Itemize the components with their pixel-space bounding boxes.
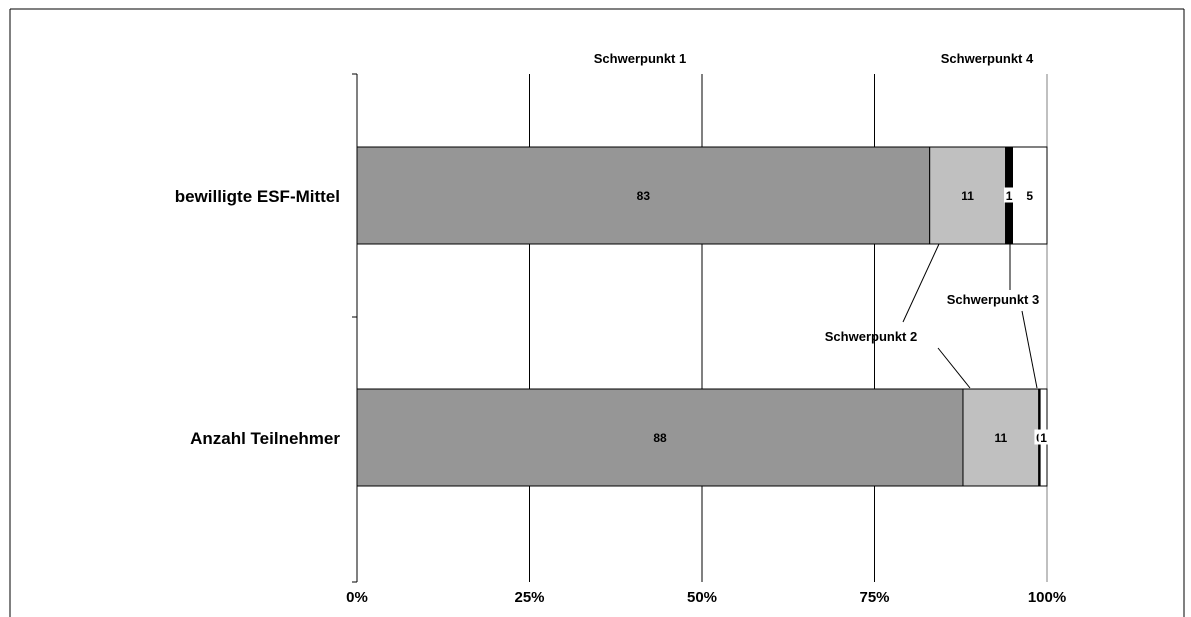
bars (356, 146, 1048, 487)
callout-schwerpunkt-4: Schwerpunkt 4 (941, 51, 1034, 66)
axes: 0% 25% 50% 75% 100% (346, 73, 1066, 606)
data-label-bg (1038, 429, 1049, 445)
leader-line-schwerpunkt-2-top (902, 243, 940, 323)
bar-segment (1012, 146, 1048, 245)
x-tick-label: 75% (859, 589, 889, 606)
callout-schwerpunkt-1: Schwerpunkt 1 (594, 51, 686, 66)
data-label-bg (1004, 187, 1015, 203)
callout-schwerpunkt-3: Schwerpunkt 3 (947, 292, 1039, 307)
data-label: 1 (1040, 431, 1047, 445)
data-label: 5 (1026, 189, 1033, 203)
category-label: Anzahl Teilnehmer (190, 429, 340, 448)
callout-schwerpunkt-2: Schwerpunkt 2 (825, 329, 917, 344)
bar-segment (929, 146, 1007, 245)
data-label: 88 (653, 431, 667, 445)
category-labels: bewilligte ESF-Mittel Anzahl Teilnehmer (175, 187, 341, 448)
x-tick-label: 25% (514, 589, 544, 606)
data-label: 83 (637, 189, 651, 203)
series-callouts: Schwerpunkt 1 Schwerpunkt 4 Schwerpunkt … (594, 51, 1039, 389)
x-tick-label: 100% (1028, 589, 1066, 606)
data-label: 1 (1006, 189, 1013, 203)
bar-segment (356, 146, 931, 245)
data-label: 11 (961, 189, 974, 203)
x-tick-label: 50% (687, 589, 717, 606)
category-label: bewilligte ESF-Mittel (175, 187, 340, 206)
bar-segment (962, 388, 1040, 487)
leader-line-schwerpunkt-3-bottom (1021, 310, 1038, 389)
bar-segment (356, 388, 964, 487)
data-label: 11 (995, 431, 1008, 445)
leader-line-schwerpunkt-2-bottom (937, 347, 971, 389)
x-tick-label: 0% (346, 589, 368, 606)
data-labels: 831115881101 (637, 187, 1049, 445)
